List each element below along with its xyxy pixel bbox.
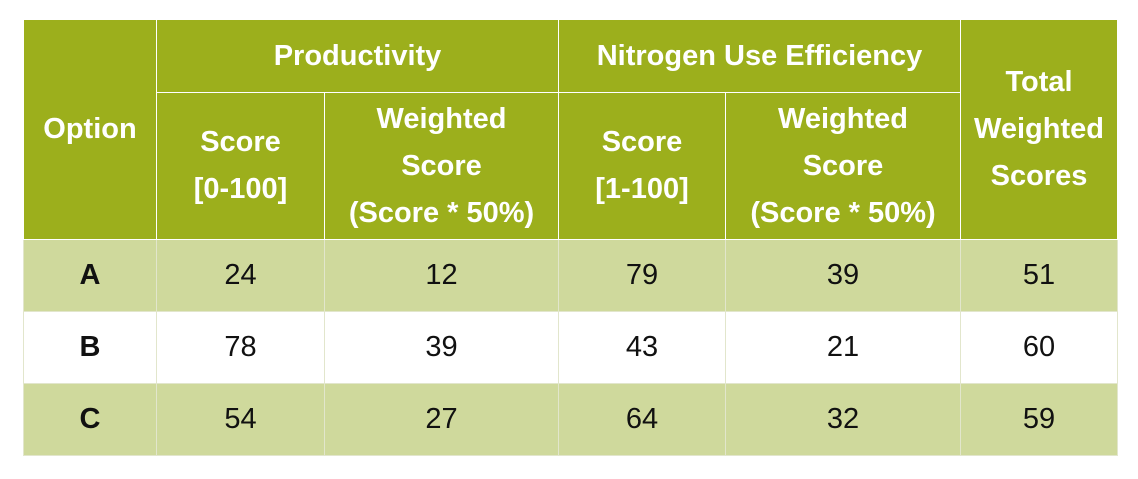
header-row-sub: Score [0-100] Weighted Score (Score * 50…	[24, 92, 1118, 240]
nue-score-cell: 64	[558, 383, 726, 456]
nue-weighted-cell: 39	[725, 239, 961, 312]
total-weighted-cell: 60	[960, 311, 1118, 384]
score-table: Option Productivity Nitrogen Use Efficie…	[23, 19, 1118, 456]
productivity-score-cell: 24	[156, 239, 325, 312]
table-row: B 78 39 43 21 60	[23, 311, 1118, 384]
productivity-score-cell: 54	[156, 383, 325, 456]
total-weighted-cell: 51	[960, 239, 1118, 312]
header-nue-weighted-score: Weighted Score (Score * 50%)	[725, 92, 961, 240]
table-row: A 24 12 79 39 51	[23, 239, 1118, 312]
header-nue-score: Score [1-100]	[558, 92, 726, 240]
header-productivity: Productivity	[156, 19, 559, 93]
option-cell: C	[23, 383, 157, 456]
header-productivity-weighted-score: Weighted Score (Score * 50%)	[324, 92, 559, 240]
total-weighted-cell: 59	[960, 383, 1118, 456]
nue-score-cell: 43	[558, 311, 726, 384]
header-total-weighted-scores: Total Weighted Scores	[960, 19, 1118, 240]
header-row-top: Option Productivity Nitrogen Use Efficie…	[23, 19, 1118, 240]
header-option: Option	[23, 19, 157, 240]
productivity-score-cell: 78	[156, 311, 325, 384]
option-cell: B	[23, 311, 157, 384]
productivity-weighted-cell: 12	[324, 239, 559, 312]
header-nitrogen-use-efficiency: Nitrogen Use Efficiency	[558, 19, 961, 93]
productivity-weighted-cell: 27	[324, 383, 559, 456]
option-cell: A	[23, 239, 157, 312]
header-productivity-score: Score [0-100]	[156, 92, 325, 240]
nue-weighted-cell: 21	[725, 311, 961, 384]
nue-weighted-cell: 32	[725, 383, 961, 456]
productivity-weighted-cell: 39	[324, 311, 559, 384]
nue-score-cell: 79	[558, 239, 726, 312]
table-row: C 54 27 64 32 59	[23, 383, 1118, 456]
